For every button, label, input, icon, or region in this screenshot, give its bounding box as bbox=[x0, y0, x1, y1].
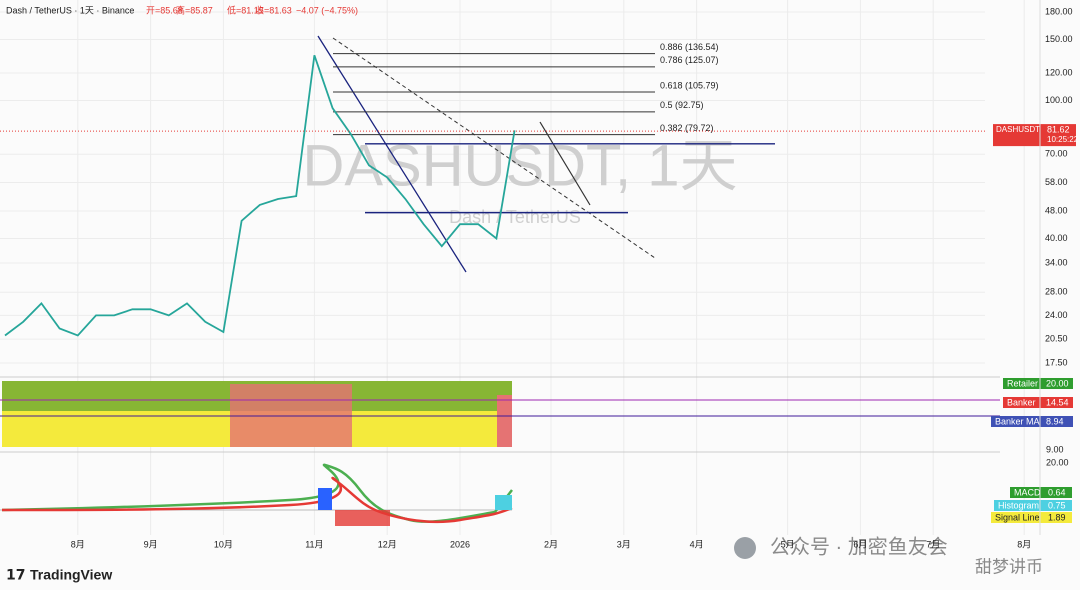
histogram bbox=[335, 510, 390, 526]
y-tick-label: 34.00 bbox=[1045, 257, 1068, 267]
fib-label: 0.5 (92.75) bbox=[660, 100, 704, 110]
x-tick-label: 5月 bbox=[781, 539, 795, 549]
wechat-icon bbox=[734, 537, 756, 559]
arrow bbox=[539, 121, 591, 206]
x-tick-label: 8月 bbox=[1017, 539, 1031, 549]
brand-logo: 𝟭𝟳 bbox=[6, 567, 25, 583]
wechat-account: 公众号 · 加密鱼友会 bbox=[770, 535, 948, 558]
banker-label: Banker bbox=[1007, 397, 1036, 407]
label-box bbox=[1010, 487, 1072, 498]
y-tick-label: 180.00 bbox=[1045, 6, 1073, 16]
histogram-label: Histogram bbox=[998, 500, 1039, 510]
fib-label: 0.382 (79.72) bbox=[660, 123, 714, 133]
x-tick-label: 3月 bbox=[617, 539, 631, 549]
y-tick-label: 70.00 bbox=[1045, 149, 1068, 159]
histogram bbox=[318, 488, 332, 510]
y-tick-label: 120.00 bbox=[1045, 67, 1073, 77]
banker-ma-value: 8.94 bbox=[1046, 416, 1064, 426]
label-box bbox=[991, 512, 1072, 523]
x-tick-label: 9月 bbox=[144, 539, 158, 549]
fib-label: 0.786 (125.07) bbox=[660, 55, 719, 65]
brand: TradingView bbox=[30, 567, 112, 583]
y-tick-label: 28.00 bbox=[1045, 287, 1068, 297]
symbol: Dash / TetherUS · 1天 · Binance bbox=[6, 5, 134, 15]
y-tick-label: 58.00 bbox=[1045, 177, 1068, 187]
last-price: 81.62 bbox=[1047, 124, 1070, 134]
fib-label: 0.618 (105.79) bbox=[660, 80, 719, 90]
author: 甜梦讲币 bbox=[975, 557, 1043, 576]
y-tick-label: 48.00 bbox=[1045, 205, 1068, 215]
x-tick-label: 4月 bbox=[690, 539, 704, 549]
close: 收=81.63 bbox=[255, 4, 292, 15]
x-tick-label: 7月 bbox=[926, 539, 940, 549]
signal-value: 1.89 bbox=[1048, 512, 1066, 522]
change: −4.07 (−4.75%) bbox=[296, 5, 358, 15]
retailer-label: Retailer bbox=[1007, 378, 1038, 388]
banker-band bbox=[497, 395, 512, 447]
x-tick-label: 2月 bbox=[544, 539, 558, 549]
retailer-value: 20.00 bbox=[1046, 378, 1069, 388]
x-tick-label: 6月 bbox=[853, 539, 867, 549]
y-tick-label: 100.00 bbox=[1045, 95, 1073, 105]
label-box bbox=[991, 416, 1073, 427]
axis-label: 20.00 bbox=[1046, 457, 1069, 467]
trend-line bbox=[317, 35, 467, 273]
open: 开=85.68 bbox=[146, 5, 183, 15]
signal-label: Signal Line bbox=[995, 512, 1040, 522]
histogram-value: 0.75 bbox=[1048, 500, 1066, 510]
label-box bbox=[994, 500, 1072, 511]
price-tag bbox=[993, 124, 1076, 147]
fib-label: 0.886 (136.54) bbox=[660, 42, 719, 52]
price-tag-symbol: DASHUSDT bbox=[996, 125, 1040, 134]
x-tick-label: 11月 bbox=[305, 539, 323, 549]
y-tick-label: 17.50 bbox=[1045, 357, 1068, 367]
axis-label: 9.00 bbox=[1046, 444, 1064, 454]
macd-value: 0.64 bbox=[1048, 487, 1066, 497]
countdown: 10:25:22 bbox=[1047, 135, 1079, 144]
x-tick-label: 12月 bbox=[378, 539, 397, 549]
banker-value: 14.54 bbox=[1046, 397, 1069, 407]
x-tick-label: 10月 bbox=[214, 539, 233, 549]
low: 低=81.15 bbox=[227, 4, 264, 15]
trend-line bbox=[332, 37, 656, 259]
histogram bbox=[495, 495, 512, 510]
y-tick-label: 40.00 bbox=[1045, 233, 1068, 243]
y-tick-label: 20.50 bbox=[1045, 334, 1068, 344]
y-tick-label: 150.00 bbox=[1045, 34, 1073, 44]
price-line bbox=[4, 55, 516, 337]
high: 高=85.87 bbox=[176, 4, 213, 15]
label-box bbox=[1003, 378, 1073, 389]
watermark-subtitle: Dash / TetherUS bbox=[449, 207, 581, 227]
x-tick-label: 8月 bbox=[71, 539, 85, 549]
macd-label: MACD bbox=[1014, 487, 1041, 497]
y-tick-label: 24.00 bbox=[1045, 310, 1068, 320]
signal-line bbox=[1, 476, 513, 524]
banker-ma-label: Banker MA bbox=[995, 416, 1040, 426]
x-tick-label: 2026 bbox=[450, 539, 470, 549]
label-box bbox=[1003, 397, 1073, 408]
